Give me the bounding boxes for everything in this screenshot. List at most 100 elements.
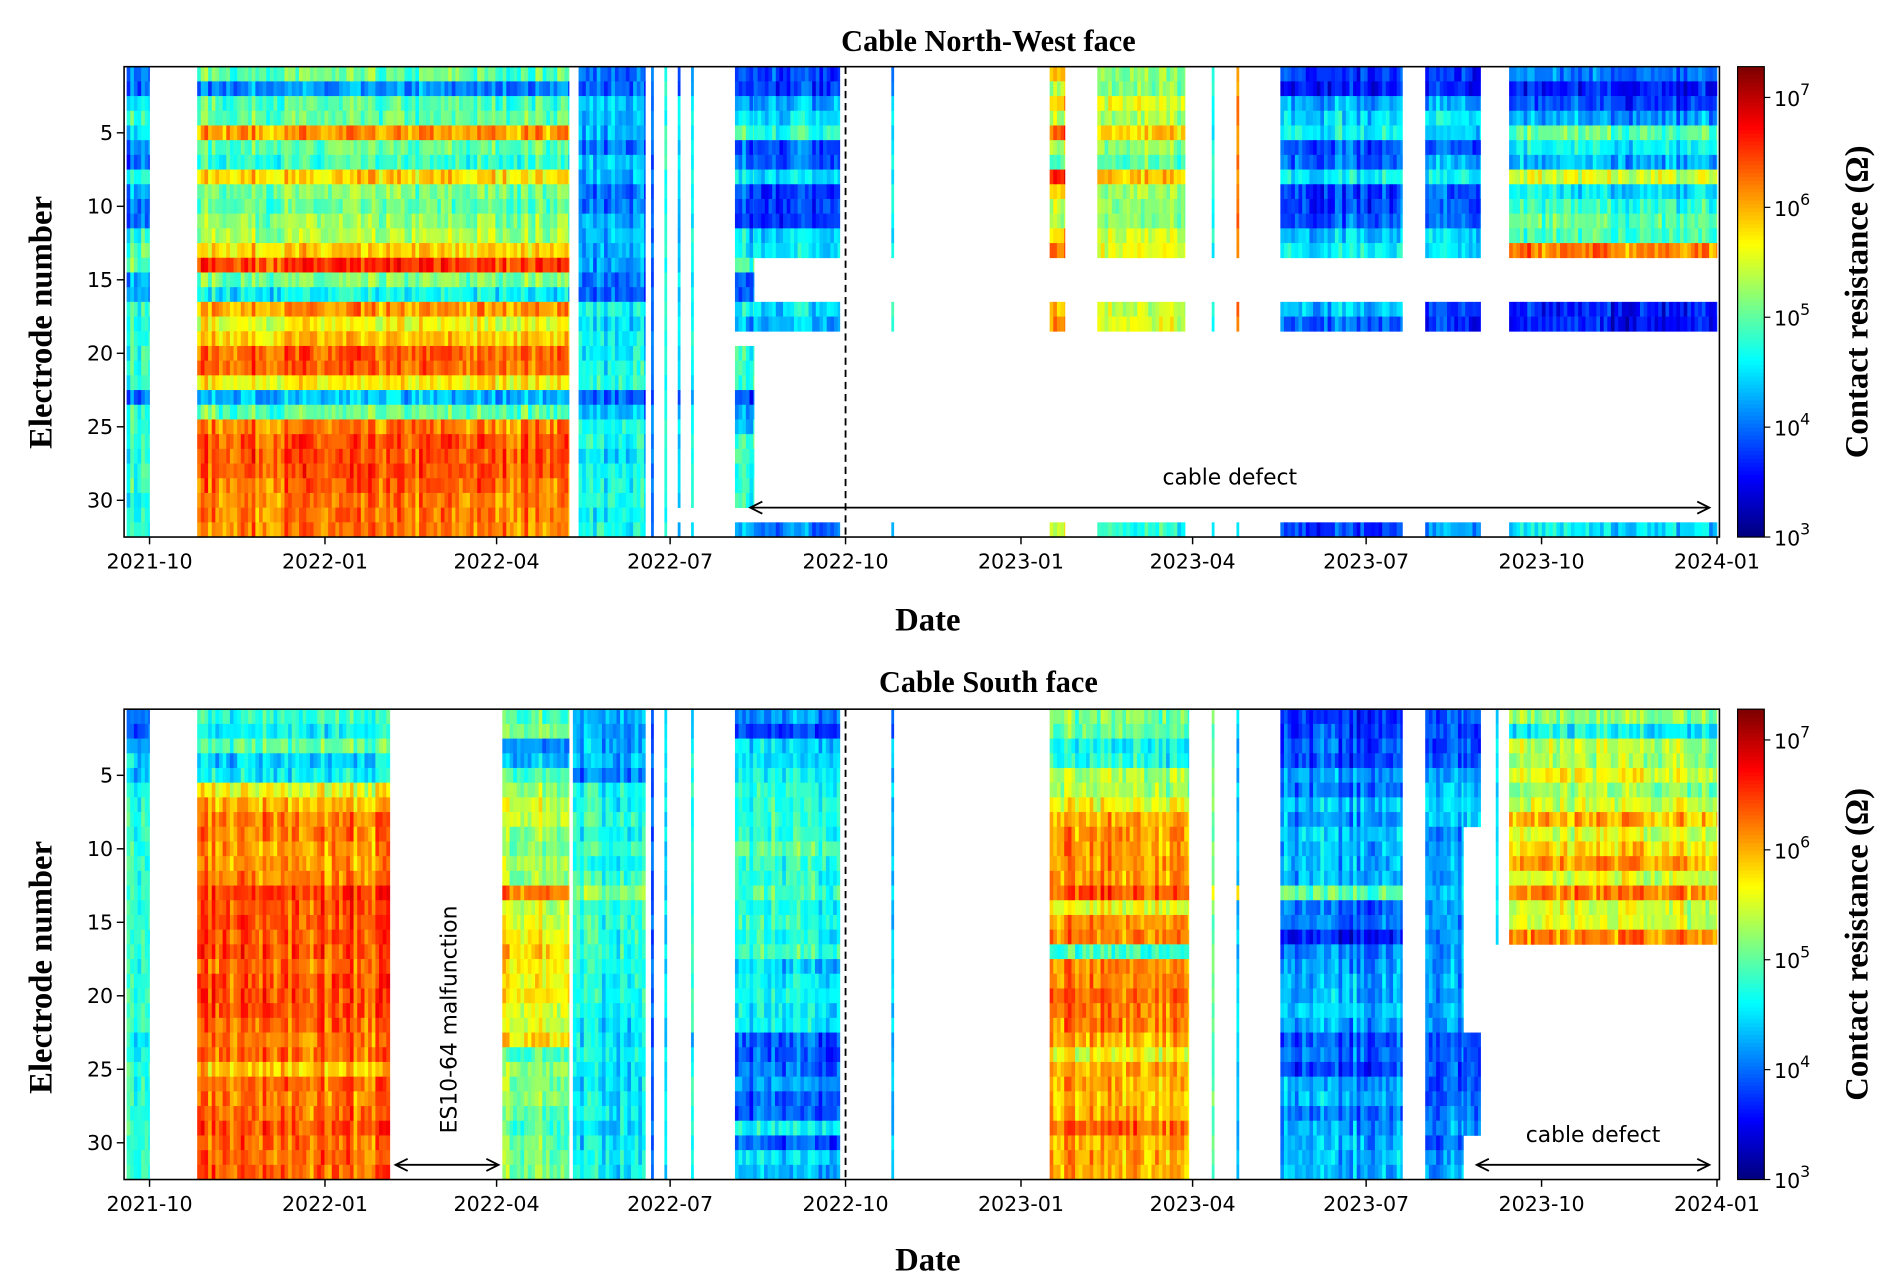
heatmap-cell bbox=[133, 492, 138, 509]
heatmap-cell bbox=[629, 448, 634, 464]
heatmap-cell bbox=[745, 478, 750, 494]
heatmap-cell bbox=[469, 257, 474, 273]
heatmap-cell bbox=[346, 331, 351, 347]
heatmap-cell bbox=[823, 316, 828, 332]
heatmap-cell bbox=[549, 243, 554, 259]
heatmap-cell bbox=[244, 419, 249, 435]
heatmap-cell bbox=[677, 492, 681, 509]
heatmap-cell bbox=[801, 66, 806, 82]
heatmap-cell bbox=[1056, 96, 1061, 112]
heatmap-cell bbox=[219, 434, 224, 450]
heatmap-cell bbox=[248, 419, 253, 435]
heatmap-cell bbox=[509, 96, 514, 112]
heatmap-cell bbox=[734, 169, 739, 185]
heatmap-cell bbox=[324, 507, 329, 523]
heatmap-cell bbox=[764, 81, 769, 97]
heatmap-cell bbox=[277, 213, 282, 229]
heatmap-cell bbox=[604, 507, 609, 523]
heatmap-cell bbox=[473, 507, 478, 523]
heatmap-cell bbox=[353, 125, 358, 141]
heatmap-cell bbox=[596, 478, 601, 494]
heatmap-cell bbox=[280, 390, 285, 406]
heatmap-cell bbox=[295, 154, 300, 170]
heatmap-cell bbox=[1053, 301, 1058, 317]
heatmap-cell bbox=[259, 492, 264, 509]
heatmap-cell bbox=[531, 198, 536, 215]
heatmap-cell bbox=[126, 492, 131, 509]
heatmap-cell bbox=[204, 463, 209, 479]
heatmap-cell bbox=[502, 345, 507, 362]
heatmap-cell bbox=[368, 492, 373, 509]
heatmap-cell bbox=[509, 140, 514, 156]
heatmap-cell bbox=[491, 287, 496, 303]
heatmap-cell bbox=[480, 404, 485, 420]
heatmap-cell bbox=[317, 272, 322, 288]
heatmap-cell bbox=[582, 375, 587, 391]
heatmap-cell bbox=[549, 257, 554, 273]
heatmap-cell bbox=[636, 272, 641, 288]
heatmap-cell bbox=[320, 140, 325, 156]
heatmap-cell bbox=[790, 243, 795, 259]
heatmap-cell bbox=[651, 507, 654, 523]
heatmap-cell bbox=[600, 301, 605, 317]
heatmap-cell bbox=[560, 390, 565, 406]
heatmap-cell bbox=[664, 110, 668, 126]
heatmap-cell bbox=[499, 316, 504, 332]
heatmap-cell bbox=[568, 507, 570, 523]
heatmap-cell bbox=[488, 66, 493, 82]
heatmap-cell bbox=[299, 184, 304, 200]
heatmap-cell bbox=[607, 419, 612, 435]
heatmap-cell bbox=[557, 375, 562, 391]
heatmap-cell bbox=[582, 316, 587, 332]
heatmap-cell bbox=[346, 301, 351, 317]
heatmap-cell bbox=[629, 154, 634, 170]
heatmap-cell bbox=[237, 301, 242, 317]
heatmap-cell bbox=[248, 375, 253, 391]
heatmap-cell bbox=[640, 257, 645, 273]
heatmap-cell bbox=[422, 522, 427, 538]
heatmap-cell bbox=[833, 154, 838, 170]
heatmap-cell bbox=[629, 301, 634, 317]
heatmap-cell bbox=[753, 96, 758, 112]
heatmap-cell bbox=[506, 507, 511, 523]
heatmap-cell bbox=[255, 96, 260, 112]
heatmap-cell bbox=[148, 125, 150, 141]
heatmap-cell bbox=[284, 316, 289, 332]
heatmap-cell bbox=[204, 390, 209, 406]
heatmap-cell bbox=[480, 375, 485, 391]
heatmap-cell bbox=[419, 331, 424, 347]
heatmap-cell bbox=[379, 301, 384, 317]
heatmap-cell bbox=[419, 154, 424, 170]
heatmap-cell bbox=[1151, 96, 1156, 112]
heatmap-cell bbox=[466, 243, 471, 259]
heatmap-cell bbox=[141, 154, 146, 170]
heatmap-cell bbox=[364, 96, 369, 112]
heatmap-cell bbox=[520, 228, 525, 244]
heatmap-cell bbox=[455, 316, 460, 332]
heatmap-cell bbox=[393, 228, 398, 244]
heatmap-cell bbox=[677, 522, 681, 538]
heatmap-cell bbox=[295, 507, 300, 523]
heatmap-cell bbox=[633, 66, 638, 82]
heatmap-cell bbox=[783, 169, 788, 185]
heatmap-cell bbox=[133, 360, 138, 376]
heatmap-cell bbox=[664, 478, 668, 494]
heatmap-cell bbox=[477, 243, 482, 259]
heatmap-cell bbox=[509, 272, 514, 288]
heatmap-cell bbox=[379, 375, 384, 391]
heatmap-cell bbox=[320, 331, 325, 347]
heatmap-cell bbox=[589, 272, 594, 288]
heatmap-cell bbox=[891, 66, 895, 82]
heatmap-cell bbox=[204, 228, 209, 244]
heatmap-cell bbox=[488, 287, 493, 303]
heatmap-cell bbox=[742, 375, 747, 391]
heatmap-cell bbox=[280, 272, 285, 288]
heatmap-cell bbox=[462, 257, 467, 273]
heatmap-cell bbox=[757, 66, 762, 82]
heatmap-cell bbox=[360, 434, 365, 450]
heatmap-cell bbox=[426, 257, 431, 273]
heatmap-cell bbox=[266, 81, 271, 97]
heatmap-cell bbox=[382, 287, 387, 303]
heatmap-cell bbox=[480, 390, 485, 406]
heatmap-cell bbox=[622, 228, 627, 244]
